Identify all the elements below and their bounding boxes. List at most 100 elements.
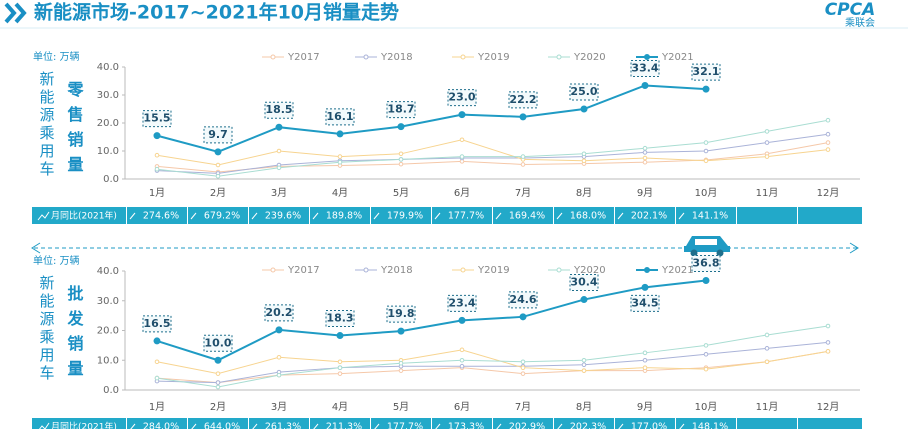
data-point (154, 375, 160, 381)
data-label-box (142, 110, 172, 128)
data-label-box (569, 274, 599, 292)
data-point (459, 137, 465, 143)
x-tick-label: 11月 (756, 401, 779, 413)
y-tick-label: 10.0 (97, 355, 119, 366)
data-point (703, 158, 709, 164)
data-point (459, 357, 465, 363)
data-label: 33.4 (631, 61, 658, 74)
legend-label: Y2021 (661, 52, 694, 63)
data-point (336, 332, 344, 340)
data-label-box (691, 63, 721, 81)
yoy-arrow (679, 423, 685, 429)
data-point (580, 296, 588, 304)
data-point (520, 359, 526, 365)
chevrons (4, 2, 27, 24)
data-point (153, 132, 161, 140)
data-point (702, 85, 710, 93)
data-label: 34.5 (631, 296, 658, 309)
series-line (156, 119, 829, 177)
data-point (520, 365, 526, 370)
legend-label: Y2020 (573, 52, 606, 63)
data-point (825, 140, 831, 145)
y-tick-label: 40.0 (97, 62, 119, 73)
data-point (825, 349, 831, 354)
legend-label: Y2020 (573, 265, 606, 276)
unit-label: 单位: 万辆 (33, 254, 80, 267)
legend-label: Y2017 (287, 52, 320, 63)
legend-dot (460, 54, 466, 60)
data-point (520, 162, 526, 167)
data-label-box (447, 294, 477, 312)
data-point (825, 323, 831, 329)
data-label-box (203, 334, 233, 352)
data-label: 30.4 (570, 276, 597, 289)
yoy-arrow (496, 423, 502, 429)
data-point (214, 356, 222, 364)
yoy-value: 141.1% (692, 211, 728, 222)
yoy-value: 189.8% (326, 211, 362, 222)
data-point (642, 155, 648, 161)
yoy-value: 169.4% (509, 211, 545, 222)
divider (31, 236, 859, 257)
data-point (214, 148, 222, 156)
data-label: 15.5 (143, 112, 170, 125)
data-point (154, 166, 160, 172)
yoy-arrow (251, 212, 258, 220)
data-point (764, 359, 770, 365)
legend-dot (363, 267, 369, 273)
yoy-arrow (556, 212, 563, 220)
data-point (825, 340, 831, 345)
yoy-arrow (495, 212, 502, 220)
data-point (459, 154, 465, 159)
data-point (215, 162, 221, 168)
legend-dot (644, 54, 650, 60)
data-point (275, 326, 283, 334)
yoy-arrow (252, 423, 258, 429)
data-label: 19.8 (387, 307, 414, 320)
data-point (580, 105, 588, 113)
logo-sub: 乘联会 (845, 16, 875, 29)
x-tick-label: 9月 (637, 187, 653, 199)
data-point (764, 332, 770, 338)
series-line (156, 139, 829, 166)
data-point (641, 81, 649, 89)
yoy-title: 月同比(2021年) (51, 210, 117, 222)
yoy-arrow (434, 212, 441, 220)
yoy-value: 148.1% (692, 422, 728, 429)
side-label: 新能源乘用车 (38, 275, 56, 383)
header: 新能源市场-2017~2021年10月销量走势 CPCA 乘联会 (0, 0, 908, 29)
metric-label: 批发销量 (65, 284, 85, 385)
data-point (520, 371, 526, 376)
data-point (337, 154, 343, 159)
data-point (458, 316, 466, 324)
data-point (215, 371, 221, 376)
yoy-value: 211.3% (326, 422, 362, 429)
data-label-box (691, 255, 721, 273)
data-point (519, 113, 527, 121)
data-point (154, 359, 160, 365)
x-tick-label: 3月 (271, 187, 287, 199)
data-label: 23.0 (448, 91, 475, 104)
yoy-arrow (374, 423, 380, 429)
x-tick-label: 7月 (515, 187, 531, 199)
y-tick-label: 20.0 (97, 326, 119, 337)
data-point (398, 151, 404, 157)
data-point (764, 154, 770, 159)
data-label-box (386, 101, 416, 119)
data-point (642, 159, 648, 165)
data-point (764, 140, 770, 145)
data-point (764, 129, 770, 134)
yoy-arrow (678, 212, 685, 220)
x-tick-label: 7月 (515, 401, 531, 413)
legend-label: Y2021 (661, 265, 694, 276)
data-point (398, 368, 404, 373)
x-tick-label: 5月 (393, 187, 409, 199)
yoy-arrow (435, 423, 441, 429)
data-label-box (508, 291, 538, 309)
yoy-value: 202.3% (570, 422, 606, 429)
data-point (642, 365, 648, 370)
car-icon (684, 236, 730, 257)
data-label: 24.6 (509, 293, 536, 306)
yoy-value: 274.6% (143, 211, 179, 222)
